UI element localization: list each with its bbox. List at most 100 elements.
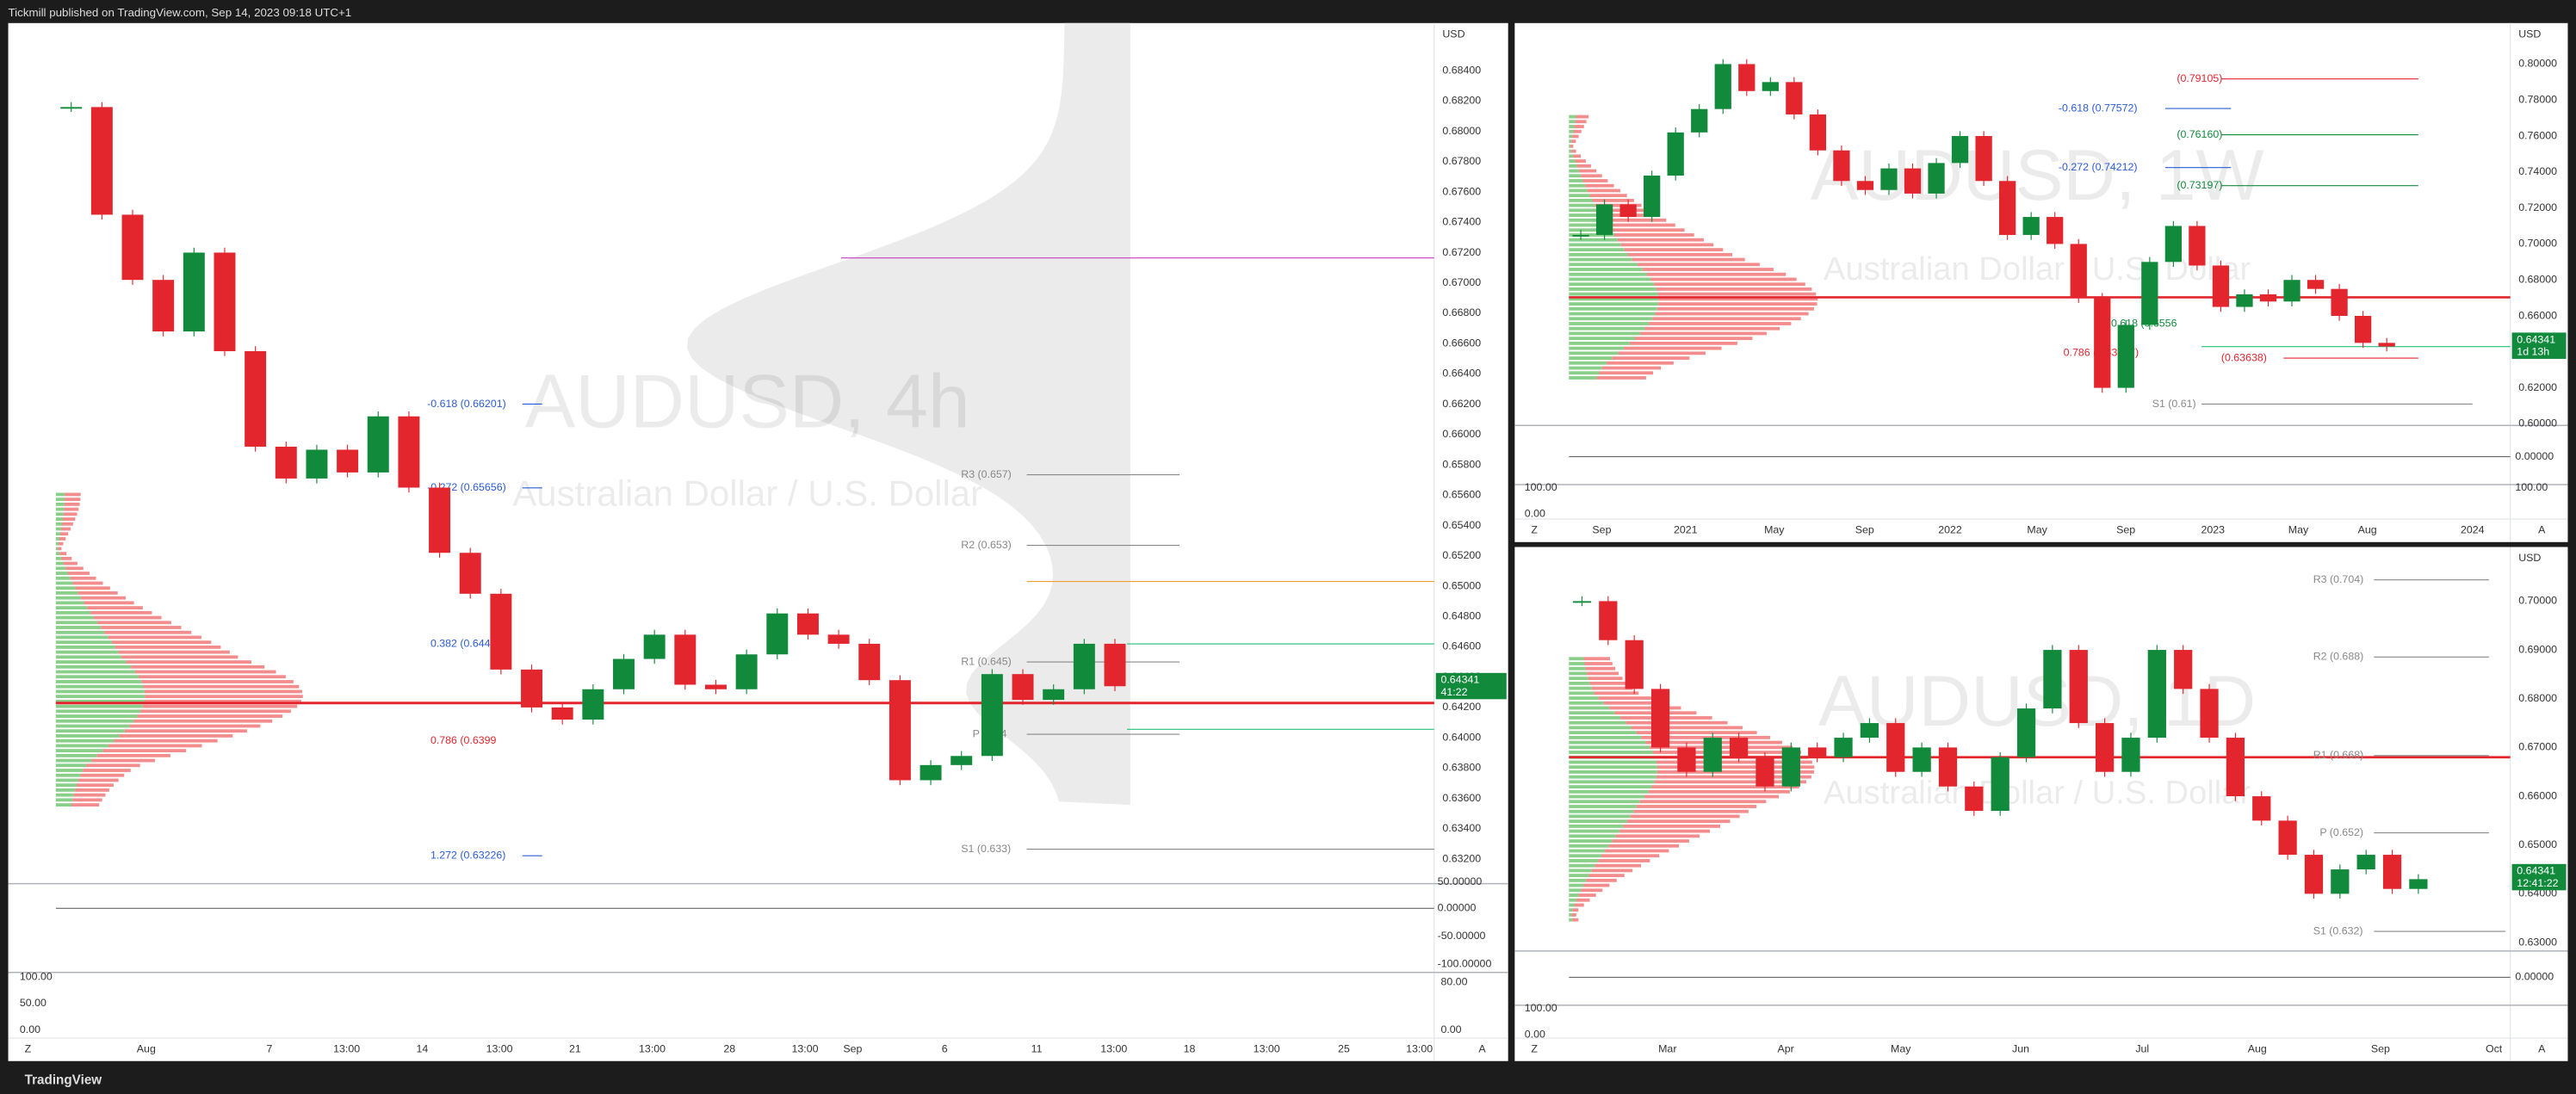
x-tick-label: Jul bbox=[2135, 1043, 2149, 1055]
x-tick-label: Sep bbox=[2371, 1043, 2390, 1055]
chart-annotation: R1 (0.645) bbox=[961, 655, 1012, 667]
candle bbox=[1912, 747, 1931, 772]
chart-annotation: (0.63638) bbox=[2221, 351, 2267, 363]
volume-profile-bar bbox=[55, 788, 76, 792]
x-tick-label: May bbox=[2288, 524, 2309, 536]
volume-profile-bar bbox=[80, 773, 125, 777]
volume-profile-bar bbox=[55, 684, 144, 689]
currency-label: USD bbox=[2518, 28, 2541, 40]
volume-profile-bar bbox=[134, 670, 276, 674]
price-tick-label: 0.66200 bbox=[1442, 398, 1481, 410]
osc-tick-label: 0.00000 bbox=[2515, 450, 2554, 462]
volume-profile-bar bbox=[55, 793, 74, 797]
volume-profile-bar bbox=[1582, 179, 1608, 182]
volume-profile-bar bbox=[1569, 277, 1651, 281]
volume-profile-bar bbox=[1569, 844, 1609, 848]
candle bbox=[2189, 226, 2206, 266]
volume-profile-bar bbox=[1624, 248, 1724, 252]
candle bbox=[459, 553, 481, 594]
volume-profile-bar bbox=[1569, 331, 1640, 336]
volume-profile-bar bbox=[1569, 169, 1579, 173]
volume-profile-bar bbox=[1569, 208, 1598, 213]
volume-profile-bar bbox=[1569, 805, 1637, 808]
candle bbox=[1572, 601, 1592, 603]
volume-profile-bar bbox=[55, 635, 108, 640]
price-tick-label: 0.64600 bbox=[1442, 640, 1481, 652]
x-tick-label: Aug bbox=[137, 1043, 156, 1055]
volume-profile-bar bbox=[121, 655, 238, 659]
price-tick-label: 0.67400 bbox=[1442, 216, 1481, 228]
volume-profile-bar bbox=[115, 645, 221, 649]
chart-annotation: R3 (0.704) bbox=[2313, 573, 2364, 585]
scale-mode-right: A bbox=[2538, 524, 2546, 536]
candle bbox=[1729, 738, 1749, 757]
price-tick-label: 0.63400 bbox=[1442, 822, 1481, 834]
volume-profile-bar bbox=[55, 502, 65, 506]
volume-profile-bar bbox=[1569, 198, 1593, 202]
candle bbox=[152, 280, 175, 332]
volume-profile-bar bbox=[55, 498, 65, 502]
volume-profile-bar bbox=[1569, 868, 1592, 873]
x-tick-label: 2021 bbox=[1674, 524, 1698, 536]
volume-profile-bar bbox=[1569, 775, 1656, 779]
price-tick-label: 0.65400 bbox=[1442, 519, 1481, 531]
volume-profile-bar bbox=[55, 517, 63, 521]
price-tick-label: 0.68400 bbox=[1442, 64, 1481, 76]
x-tick-label: 7 bbox=[266, 1043, 272, 1055]
volume-profile-bar bbox=[1569, 306, 1657, 311]
volume-profile-bar bbox=[1635, 337, 1753, 341]
candle bbox=[2331, 288, 2348, 317]
volume-profile-bar bbox=[55, 675, 139, 679]
candle bbox=[429, 487, 451, 553]
volume-profile-bar bbox=[55, 695, 146, 699]
candle bbox=[582, 689, 604, 720]
candle bbox=[490, 593, 512, 670]
osc-tick-label: 100.00 bbox=[1525, 481, 1557, 493]
volume-profile-bar bbox=[1569, 263, 1638, 267]
volume-profile-bar bbox=[1569, 677, 1588, 681]
price-tick-label: 0.66000 bbox=[2518, 309, 2557, 321]
volume-profile-bar bbox=[1589, 194, 1627, 198]
volume-profile-bar bbox=[61, 556, 72, 560]
volume-profile-bar bbox=[1569, 159, 1576, 163]
volume-profile-bar bbox=[55, 601, 84, 605]
candle bbox=[1650, 689, 1670, 748]
volume-profile-bar bbox=[118, 650, 230, 654]
last-price-label: 0.64341 bbox=[2517, 333, 2555, 345]
volume-profile-bar bbox=[1570, 145, 1574, 148]
volume-profile-bar bbox=[1656, 775, 1811, 779]
volume-profile-bar bbox=[63, 561, 77, 566]
volume-profile-bar bbox=[55, 566, 66, 571]
volume-profile-bar bbox=[1569, 248, 1625, 252]
volume-profile-bar bbox=[55, 769, 84, 772]
volume-profile-bar bbox=[1620, 243, 1714, 247]
candle bbox=[2141, 262, 2158, 325]
volume-profile-bar bbox=[108, 744, 202, 748]
chart-annotation: -0.618 (0.66201) bbox=[427, 398, 506, 410]
volume-profile-bar bbox=[1648, 789, 1790, 794]
candle bbox=[2259, 294, 2277, 302]
volume-profile-bar bbox=[1569, 780, 1655, 784]
volume-profile-bar bbox=[55, 724, 130, 728]
volume-profile-bar bbox=[1569, 770, 1657, 774]
candle bbox=[920, 764, 942, 781]
volume-profile-bar bbox=[61, 527, 71, 531]
x-tick-label: May bbox=[1891, 1043, 1911, 1055]
volume-profile-bar bbox=[1591, 868, 1633, 873]
price-tick-label: 0.65600 bbox=[1442, 489, 1481, 501]
candle bbox=[1762, 82, 1779, 91]
candle bbox=[2147, 650, 2166, 739]
volume-profile-bar bbox=[1569, 287, 1656, 291]
bar-countdown: 1d 13h bbox=[2517, 346, 2549, 358]
volume-profile-bar bbox=[1644, 794, 1780, 799]
osc-tick-label: 0.00 bbox=[20, 1023, 40, 1035]
volume-profile-bar bbox=[55, 753, 97, 757]
volume-profile-bar bbox=[1569, 154, 1574, 158]
volume-profile-bar bbox=[1576, 114, 1589, 119]
volume-profile-bar bbox=[71, 803, 100, 807]
bar-countdown: 12:41:22 bbox=[2517, 877, 2558, 889]
candle bbox=[1904, 168, 1922, 194]
volume-profile-bar bbox=[55, 581, 73, 585]
volume-profile-bar bbox=[1595, 203, 1642, 207]
